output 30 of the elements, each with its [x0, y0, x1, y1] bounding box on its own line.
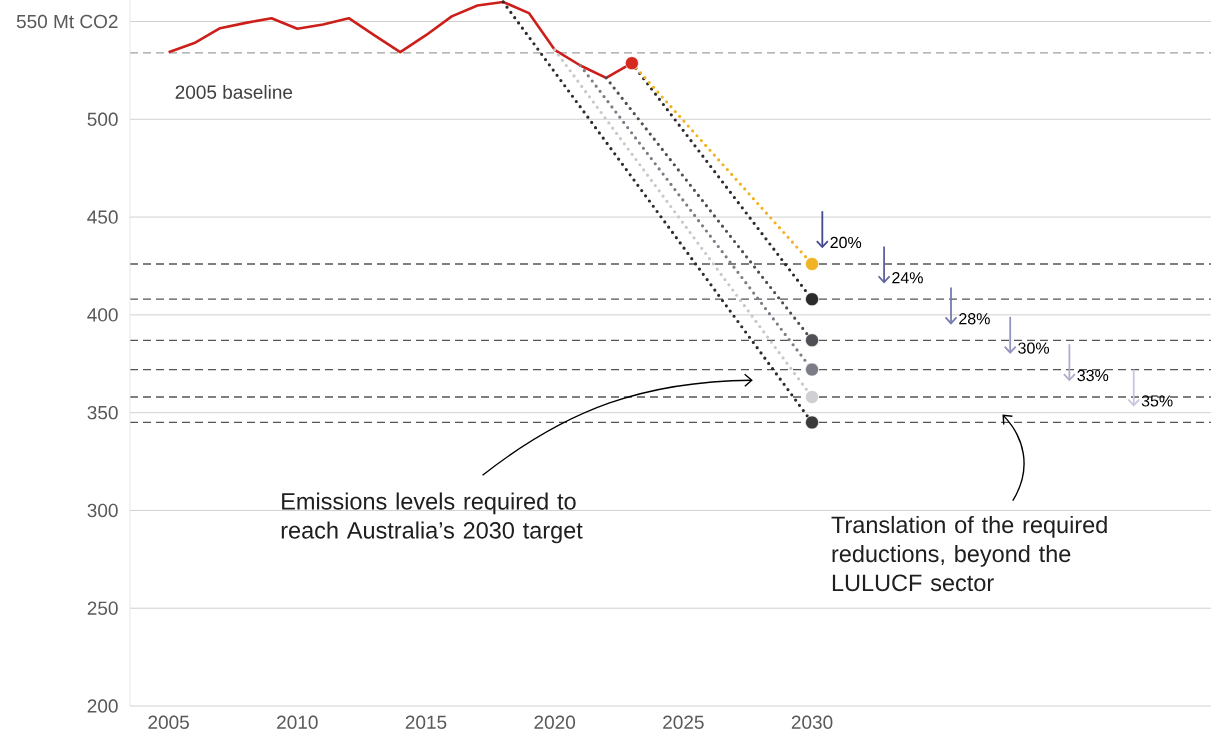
y-tick-label: 550 Mt CO2: [16, 14, 118, 29]
point: [805, 257, 819, 271]
point: [805, 390, 819, 404]
x-tick-label: 2025: [663, 715, 704, 729]
x-tick-label: 2005: [148, 715, 189, 729]
y-tick-label: 500: [87, 112, 118, 127]
x-tick-label: 2030: [791, 715, 833, 729]
x-tick-label: 2020: [534, 715, 576, 729]
point: [805, 362, 819, 377]
annotation: 33%: [1077, 369, 1109, 382]
annotation: Translation of the required reductions, beyond the LULUCF sector: [831, 515, 1107, 592]
point: [625, 56, 639, 70]
annotation: 30%: [1018, 342, 1050, 354]
y-tick-label: 350: [87, 405, 118, 420]
y-tick-label: 200: [87, 699, 118, 713]
point: [805, 415, 819, 430]
y-tick-label: 250: [87, 601, 118, 615]
y-tick-label: 300: [87, 503, 118, 518]
x-tick-label: 2015: [405, 715, 447, 729]
y-tick-label: 400: [87, 308, 118, 322]
y-tick-label: 450: [87, 210, 118, 224]
x-tick-label: 2010: [277, 715, 318, 729]
annotation: 28%: [959, 313, 990, 325]
ref-line-label: 2005 baseline: [175, 84, 293, 99]
annotation: Emissions levels required to reach Australia’s 2030 target: [281, 492, 583, 544]
point: [805, 333, 819, 348]
annotation: 35%: [1141, 395, 1173, 407]
point: [805, 292, 819, 307]
annotation: 20%: [830, 236, 862, 249]
annotation: 24%: [892, 272, 923, 284]
